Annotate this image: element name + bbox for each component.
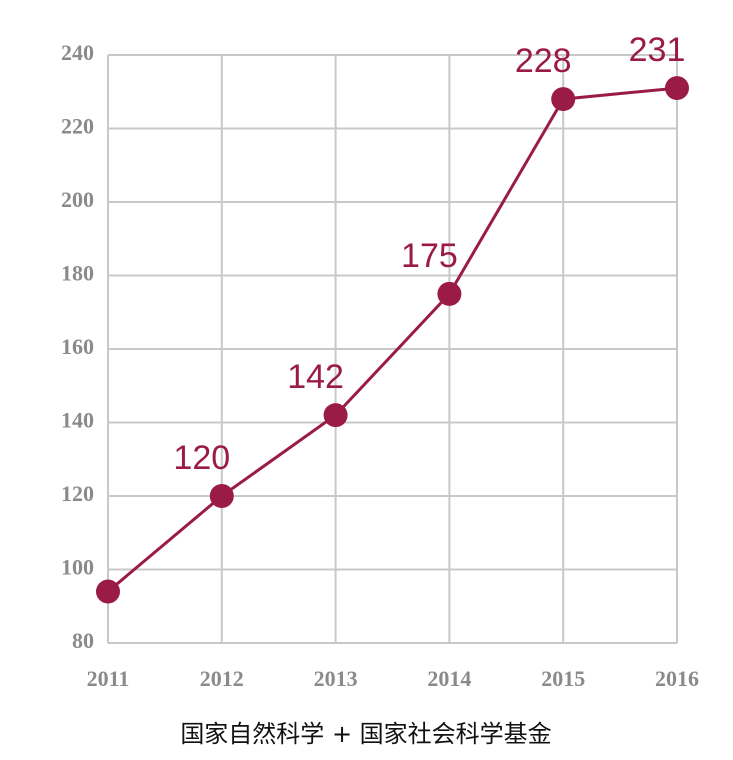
data-label: 120: [173, 439, 230, 477]
y-tick-label: 180: [61, 261, 94, 286]
y-tick-label: 140: [61, 408, 94, 433]
data-label: 228: [515, 42, 572, 80]
x-tick-label: 2016: [655, 666, 699, 691]
y-tick-label: 120: [61, 481, 94, 506]
x-tick-label: 2013: [314, 666, 358, 691]
data-point: [209, 484, 234, 508]
data-point: [437, 281, 462, 306]
data-point: [323, 403, 348, 428]
data-point: [96, 579, 120, 604]
y-tick-label: 160: [61, 334, 94, 359]
data-line: [107, 86, 678, 593]
data-label: 142: [287, 358, 344, 396]
data-point: [551, 87, 576, 112]
x-tick-label: 2011: [87, 666, 130, 691]
x-tick-label: 2015: [541, 666, 585, 691]
y-tick-label: 80: [72, 628, 94, 653]
chart-title: 国家自然科学 + 国家社会科学基金: [180, 720, 551, 748]
y-tick-label: 200: [61, 187, 94, 212]
data-label: 175: [401, 237, 458, 275]
data-label: 231: [629, 31, 686, 69]
y-tick-label: 240: [61, 40, 94, 65]
x-tick-label: 2014: [427, 666, 471, 691]
y-tick-label: 220: [61, 114, 94, 139]
x-tick-label: 2012: [200, 666, 244, 691]
data-point: [665, 76, 689, 101]
y-tick-label: 100: [61, 555, 94, 580]
